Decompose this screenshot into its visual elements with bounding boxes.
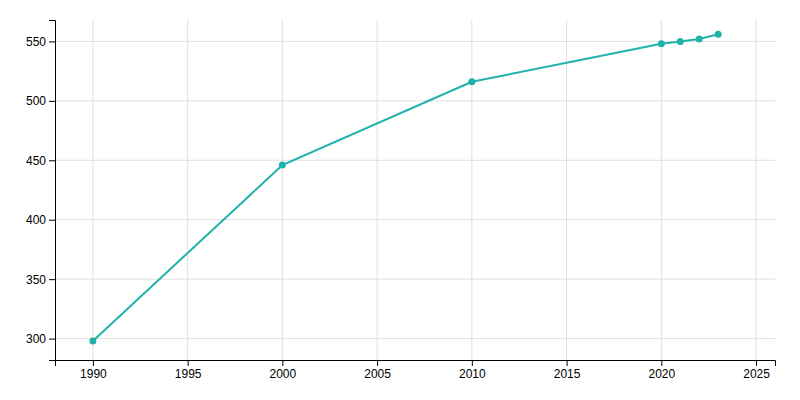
y-axis-tick: 450 — [26, 154, 55, 168]
x-axis-tick: 2025 — [743, 360, 770, 381]
point — [89, 337, 96, 344]
line — [93, 34, 718, 341]
y-axis-tick-label: 300 — [26, 332, 46, 346]
x-axis-tick-mark — [756, 360, 757, 366]
y-axis-tick-mark — [49, 101, 55, 102]
x-axis-tick-mark — [567, 360, 568, 366]
x-grid-line — [756, 20, 757, 360]
grid — [55, 20, 775, 360]
y-axis-tick: 300 — [26, 332, 55, 346]
y-axis-tick: 550 — [26, 35, 55, 49]
x-axis-tick-mark — [661, 360, 662, 366]
x-axis: 1990 1995 2000 2005 2010 2015 2020 2025 — [56, 360, 776, 381]
point — [715, 31, 722, 38]
x-axis-tick: 2015 — [554, 360, 581, 381]
x-grid-line — [471, 20, 472, 360]
x-grid-line — [187, 20, 188, 360]
x-axis-tick-label: 2025 — [743, 367, 770, 381]
point — [279, 162, 286, 169]
y-grid-line — [55, 160, 775, 161]
point — [468, 78, 475, 85]
plot-area — [89, 31, 721, 345]
y-axis-tick-label: 450 — [26, 154, 46, 168]
x-axis-tick: 2010 — [459, 360, 486, 381]
y-axis-tick-mark — [49, 160, 55, 161]
y-axis-tick-label: 400 — [26, 213, 46, 227]
chart: 1990 1995 2000 2005 2010 2015 2020 2025 300 350 40… — [0, 0, 800, 400]
y-axis-tick-label: 350 — [26, 273, 46, 287]
x-axis-tick: 2020 — [648, 360, 675, 381]
y-axis-tick-mark — [49, 279, 55, 280]
y-axis-tick-mark — [49, 220, 55, 221]
x-grid-line — [661, 20, 662, 360]
point — [658, 40, 665, 47]
x-axis-tick-label: 2010 — [459, 367, 486, 381]
x-axis-tick-label: 2020 — [648, 367, 675, 381]
y-axis-tick-label: 550 — [26, 35, 46, 49]
y-axis-tick: 350 — [26, 273, 55, 287]
y-grid-line — [55, 219, 775, 220]
x-axis-tick: 1990 — [80, 360, 107, 381]
x-axis-tick-label: 2000 — [270, 367, 297, 381]
y-axis-tick: 400 — [26, 213, 55, 227]
x-axis-tick-mark — [93, 360, 94, 366]
y-axis-tick-mark — [49, 41, 55, 42]
y-axis-tick: 500 — [26, 94, 55, 108]
x-grid-line — [377, 20, 378, 360]
y-grid-line — [55, 100, 775, 101]
y-axis-tick-mark — [49, 339, 55, 340]
x-axis-tick: 1995 — [175, 360, 202, 381]
point — [677, 38, 684, 45]
x-axis-tick-label: 2005 — [364, 367, 391, 381]
x-axis-tick-mark — [472, 360, 473, 366]
x-axis-tick-mark — [188, 360, 189, 366]
y-axis: 300 350 400 450 500 550 — [26, 21, 56, 361]
y-grid-line — [55, 41, 775, 42]
x-axis-tick-label: 1990 — [80, 367, 107, 381]
y-grid-line — [55, 338, 775, 339]
point — [696, 36, 703, 43]
x-axis-tick-mark — [377, 360, 378, 366]
x-grid-line — [566, 20, 567, 360]
x-grid-line — [92, 20, 93, 360]
x-axis-tick-mark — [282, 360, 283, 366]
x-axis-tick-label: 2015 — [554, 367, 581, 381]
x-axis-tick: 2000 — [270, 360, 297, 381]
y-axis-tick-label: 500 — [26, 94, 46, 108]
y-axis-line — [49, 21, 56, 361]
x-grid-line — [282, 20, 283, 360]
x-axis-tick-label: 1995 — [175, 367, 202, 381]
y-grid-line — [55, 279, 775, 280]
x-axis-line — [56, 361, 776, 367]
x-axis-tick: 2005 — [364, 360, 391, 381]
